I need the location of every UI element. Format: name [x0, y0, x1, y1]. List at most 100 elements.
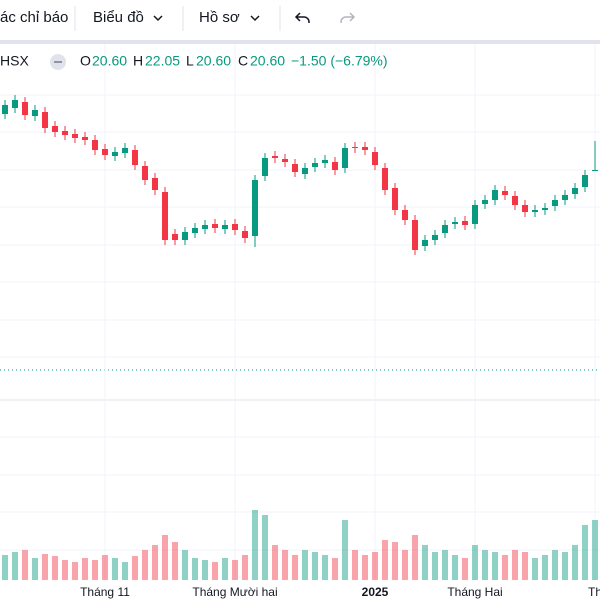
candle-body — [512, 196, 518, 205]
candle-body — [142, 166, 148, 180]
candle-body — [552, 200, 558, 206]
volume-bar — [142, 550, 148, 580]
candle-body — [432, 235, 438, 240]
toolbar-border — [0, 40, 600, 44]
volume-bar — [42, 554, 48, 580]
candle-body — [592, 170, 598, 171]
candle-body — [112, 152, 118, 156]
volume-bar — [312, 552, 318, 580]
volume-bar — [512, 550, 518, 580]
volume-bar — [222, 558, 228, 580]
candle-body — [272, 156, 278, 158]
open-label: O — [80, 53, 91, 69]
volume-bar — [212, 562, 218, 580]
plot: Tháng 11 Tháng Mười hai 2025 Tháng Hai Tháng… — [2, 44, 600, 599]
candle-body — [372, 152, 378, 165]
candle-body — [102, 149, 108, 155]
volume-bar — [172, 542, 178, 580]
volume-bar — [442, 550, 448, 580]
volume-bar — [182, 550, 188, 580]
volume-bar — [72, 562, 78, 580]
volume-bar — [322, 555, 328, 580]
x-tick-label: Tháng Mười hai — [192, 585, 277, 599]
undo-button[interactable] — [294, 12, 310, 23]
candle-body — [492, 190, 498, 200]
close-label: C — [238, 53, 248, 69]
candle-body — [262, 158, 268, 176]
candle-body — [322, 160, 328, 163]
volume-bar — [92, 560, 98, 580]
volume-bar — [62, 560, 68, 580]
x-tick-label: Tháng Hai — [447, 585, 502, 599]
change-value: −1.50 (−6.79%) — [291, 53, 388, 69]
volume-bar — [12, 552, 18, 580]
candle-body — [462, 221, 468, 225]
profile-button[interactable]: Hồ sơ — [199, 9, 240, 26]
volume-bar — [472, 545, 478, 580]
open-value: 20.60 — [92, 53, 127, 69]
volume-bar — [122, 562, 128, 580]
low-label: L — [186, 53, 194, 69]
volume-bar — [382, 540, 388, 580]
volume-bar — [22, 550, 28, 580]
volume-bar — [482, 550, 488, 580]
volume-bar — [272, 545, 278, 580]
candle-body — [232, 224, 238, 230]
symbol[interactable]: HSX — [0, 53, 29, 69]
candle-body — [162, 192, 168, 240]
candle-body — [482, 200, 488, 204]
candle-body — [452, 222, 458, 224]
volume-bar — [452, 555, 458, 580]
volume-bar — [582, 525, 588, 580]
volume-bar — [152, 545, 158, 580]
volume-bar — [342, 520, 348, 580]
candle-body — [62, 131, 68, 135]
volume-bar — [252, 510, 258, 580]
volume-bar — [302, 550, 308, 580]
volume-bar — [202, 560, 208, 580]
indicators-button[interactable]: ác chỉ báo — [0, 9, 68, 26]
candle-body — [52, 126, 58, 132]
volume-bar — [462, 558, 468, 580]
candle-body — [572, 188, 578, 194]
volume-bar — [332, 558, 338, 580]
volume-bar — [502, 555, 508, 580]
chevron-icon — [153, 15, 163, 22]
redo-button[interactable] — [340, 12, 356, 23]
volume-bar — [492, 552, 498, 580]
x-tick-label: Tháng 11 — [80, 585, 130, 599]
candle-body — [182, 232, 188, 240]
x-tick-label: Tháng Ba — [588, 585, 600, 599]
candle-body — [222, 225, 228, 229]
volume-bar — [432, 552, 438, 580]
candle-body — [202, 225, 208, 229]
close-value: 20.60 — [250, 53, 285, 69]
high-label: H — [133, 53, 143, 69]
candle-body — [412, 220, 418, 250]
volume-bar — [32, 558, 38, 580]
volume-bar — [242, 555, 248, 580]
candle-body — [292, 164, 298, 172]
volume-bar — [2, 555, 8, 580]
volume-bar — [372, 552, 378, 580]
candle-body — [122, 148, 128, 153]
volume-bar — [392, 542, 398, 580]
chart-type-button[interactable]: Biểu đồ — [93, 9, 144, 26]
volume-bar — [52, 556, 58, 580]
high-value: 22.05 — [145, 53, 180, 69]
volume-bar — [162, 535, 168, 580]
candle-body — [472, 205, 478, 224]
volume-bar — [412, 535, 418, 580]
volume-bar — [232, 560, 238, 580]
chevron-icon — [250, 15, 260, 22]
candle-body — [42, 112, 48, 128]
volume-bar — [542, 555, 548, 580]
volume-bar — [592, 520, 598, 580]
volume-bar — [262, 515, 268, 580]
candle-body — [92, 140, 98, 150]
volume-bar — [102, 555, 108, 580]
candle-body — [32, 110, 38, 116]
legend: HSX O 20.60 H 22.05 L 20.60 C 20.60 −1.5… — [0, 53, 388, 70]
